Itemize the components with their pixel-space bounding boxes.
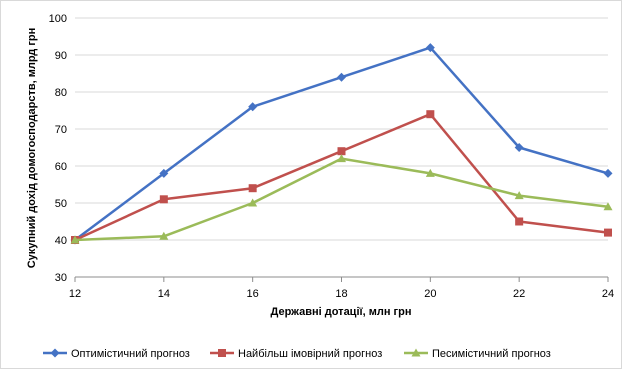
data-point: [514, 143, 524, 152]
data-point: [425, 168, 435, 177]
y-tick-label: 80: [55, 87, 67, 99]
legend: Оптимістичний прогноз Найбільш імовірний …: [43, 348, 551, 360]
data-point: [426, 110, 435, 119]
legend-item: Найбільш імовірний прогноз: [210, 348, 382, 360]
y-tick-label: 50: [55, 198, 67, 210]
legend-label: Песимістичний прогноз: [432, 348, 551, 360]
data-point: [604, 228, 612, 237]
data-point: [70, 235, 80, 244]
y-tick-label: 90: [55, 50, 67, 62]
x-tick-label: 16: [247, 288, 259, 300]
data-point: [514, 191, 524, 200]
legend-marker: [218, 349, 226, 357]
x-tick-label: 14: [158, 288, 170, 300]
data-point: [603, 168, 613, 178]
legend-marker: [411, 348, 421, 357]
data-point: [248, 102, 258, 112]
data-point: [425, 43, 435, 53]
x-tick-label: 22: [513, 288, 525, 300]
y-tick-label: 30: [55, 272, 67, 284]
legend-marker: [50, 348, 60, 358]
legend-item: Оптимістичний прогноз: [43, 348, 190, 360]
series-group: [70, 43, 613, 245]
x-tick-label: 24: [602, 288, 614, 300]
series-line: [74, 157, 609, 242]
data-point: [603, 202, 613, 211]
data-point: [337, 147, 346, 156]
y-tick-label: 100: [49, 13, 67, 25]
data-point: [248, 198, 258, 207]
axes: 30 40 50 60 70 80 90 100 12 14 16 18 20 22 24: [49, 13, 614, 300]
legend-item: Песимістичний прогноз: [404, 348, 551, 360]
x-tick-label: 20: [424, 288, 436, 300]
legend-label: Найбільш імовірний прогноз: [238, 348, 382, 360]
series-1: [70, 43, 613, 245]
series-3: [70, 154, 613, 244]
data-point: [248, 184, 257, 193]
data-point: [159, 195, 168, 204]
x-axis-title: Державні дотації, млн грн: [271, 306, 412, 318]
legend-label: Оптимістичний прогноз: [71, 348, 190, 360]
data-point: [159, 168, 169, 178]
x-tick-label: 12: [69, 288, 81, 300]
data-point: [337, 154, 346, 163]
data-point: [337, 72, 346, 82]
data-point: [515, 217, 524, 226]
y-tick-label: 40: [55, 235, 67, 247]
y-tick-label: 60: [55, 161, 67, 173]
y-axis-title: Сукупний дохід домогосподарств, млрд грн: [26, 28, 38, 269]
series-line: [74, 112, 609, 242]
x-tick-label: 18: [335, 288, 347, 300]
y-tick-label: 70: [55, 124, 67, 136]
series-2: [71, 110, 612, 244]
data-point: [159, 231, 169, 240]
